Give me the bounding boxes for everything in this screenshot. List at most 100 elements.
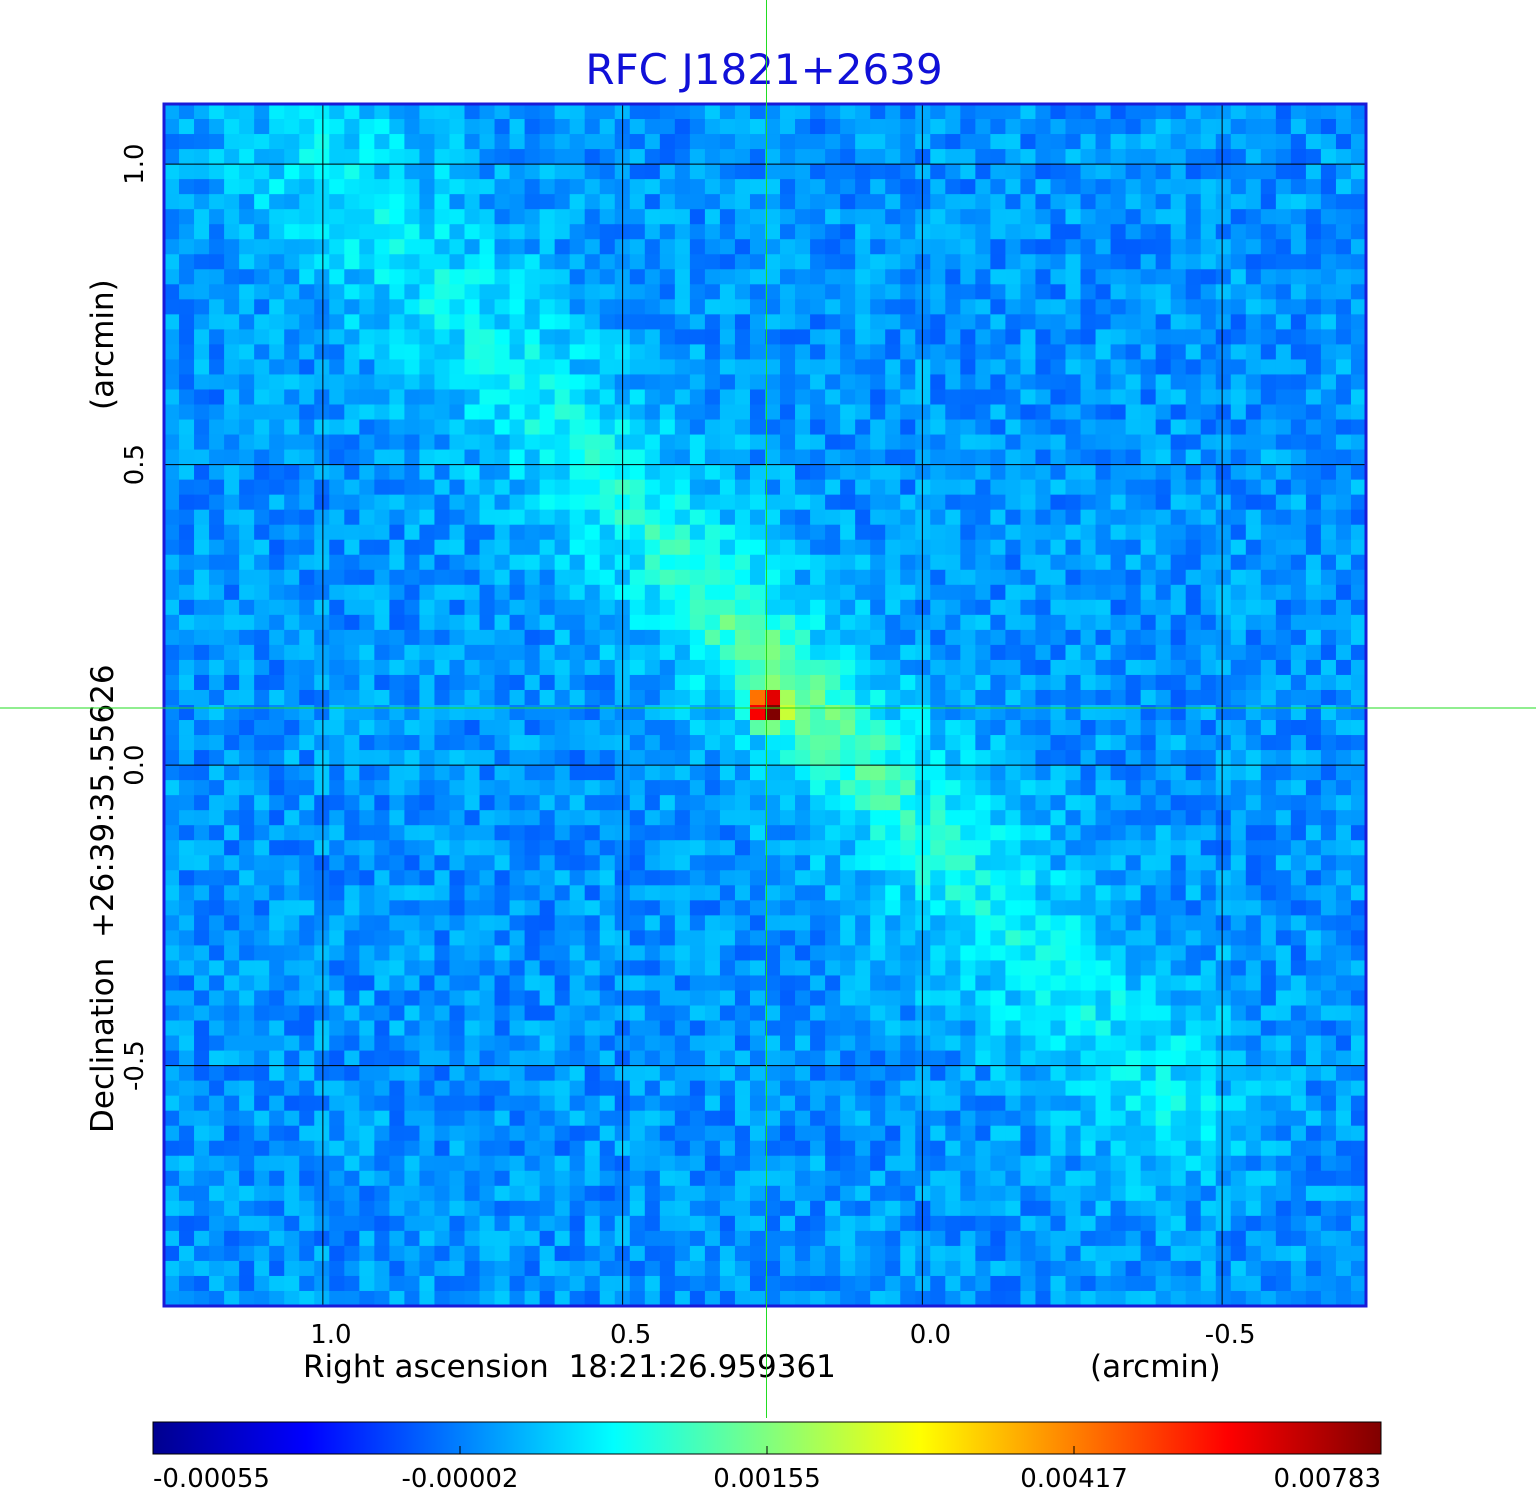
- map-pixel: [494, 179, 510, 195]
- map-pixel: [389, 960, 405, 976]
- map-pixel: [1020, 765, 1036, 781]
- map-pixel: [524, 885, 541, 901]
- map-pixel: [569, 795, 586, 811]
- map-pixel: [825, 900, 841, 916]
- map-pixel: [1290, 689, 1307, 706]
- map-pixel: [569, 1005, 586, 1021]
- map-pixel: [1170, 975, 1187, 991]
- map-pixel: [629, 960, 646, 976]
- map-pixel: [1320, 915, 1337, 931]
- map-pixel: [749, 644, 766, 661]
- map-pixel: [704, 810, 721, 826]
- map-pixel: [840, 780, 856, 796]
- map-pixel: [599, 254, 616, 270]
- map-pixel: [194, 945, 210, 961]
- map-pixel: [269, 870, 285, 886]
- map-pixel: [689, 720, 706, 736]
- map-pixel: [284, 269, 300, 285]
- map-pixel: [900, 584, 916, 601]
- map-pixel: [1110, 434, 1127, 450]
- map-pixel: [674, 960, 691, 976]
- map-pixel: [629, 780, 646, 796]
- map-pixel: [855, 674, 871, 691]
- map-pixel: [674, 149, 691, 165]
- map-pixel: [1275, 524, 1292, 541]
- map-pixel: [569, 329, 586, 345]
- map-pixel: [734, 224, 751, 240]
- map-pixel: [359, 750, 375, 766]
- map-pixel: [1200, 705, 1217, 721]
- map-pixel: [419, 554, 435, 571]
- map-pixel: [990, 885, 1006, 901]
- map-pixel: [194, 765, 210, 781]
- map-pixel: [314, 404, 330, 420]
- map-pixel: [599, 404, 616, 420]
- map-pixel: [1185, 644, 1202, 661]
- map-pixel: [900, 419, 916, 435]
- map-pixel: [1230, 720, 1247, 736]
- map-pixel: [239, 209, 255, 225]
- map-pixel: [1320, 359, 1337, 375]
- map-pixel: [344, 464, 360, 481]
- map-pixel: [1005, 449, 1021, 465]
- map-pixel: [179, 419, 195, 435]
- map-pixel: [299, 825, 315, 841]
- map-pixel: [344, 554, 360, 571]
- map-pixel: [539, 960, 556, 976]
- map-pixel: [629, 494, 646, 511]
- map-pixel: [209, 224, 225, 240]
- map-pixel: [179, 239, 195, 255]
- map-pixel: [1290, 1005, 1307, 1021]
- map-pixel: [344, 810, 360, 826]
- map-pixel: [524, 164, 541, 180]
- map-pixel: [795, 705, 811, 721]
- map-pixel: [539, 194, 556, 210]
- map-pixel: [749, 554, 766, 571]
- map-pixel: [1200, 104, 1217, 120]
- map-pixel: [1140, 389, 1157, 405]
- map-pixel: [765, 644, 781, 661]
- map-pixel: [389, 464, 405, 481]
- map-pixel: [269, 284, 285, 300]
- map-pixel: [795, 795, 811, 811]
- map-pixel: [1350, 780, 1367, 796]
- map-pixel: [359, 194, 375, 210]
- map-pixel: [524, 825, 541, 841]
- map-pixel: [855, 404, 871, 420]
- map-pixel: [194, 840, 210, 856]
- map-pixel: [314, 1020, 330, 1036]
- map-pixel: [930, 254, 946, 270]
- map-pixel: [915, 915, 931, 931]
- map-pixel: [494, 915, 510, 931]
- map-pixel: [1200, 930, 1217, 946]
- map-pixel: [329, 239, 345, 255]
- map-pixel: [434, 629, 450, 646]
- map-pixel: [1110, 930, 1127, 946]
- map-pixel: [1350, 720, 1367, 736]
- map-pixel: [1095, 825, 1111, 841]
- map-pixel: [194, 1005, 210, 1021]
- map-pixel: [644, 449, 661, 465]
- map-pixel: [719, 569, 736, 586]
- map-pixel: [539, 284, 556, 300]
- map-pixel: [825, 539, 841, 556]
- map-pixel: [434, 599, 450, 616]
- map-pixel: [840, 614, 856, 631]
- map-pixel: [734, 569, 751, 586]
- map-pixel: [1065, 930, 1081, 946]
- map-pixel: [749, 720, 766, 736]
- map-pixel: [1095, 389, 1111, 405]
- map-pixel: [795, 479, 811, 496]
- map-pixel: [870, 389, 886, 405]
- map-pixel: [284, 674, 300, 691]
- map-pixel: [1215, 689, 1232, 706]
- map-pixel: [404, 795, 420, 811]
- map-pixel: [1230, 735, 1247, 751]
- map-pixel: [1275, 870, 1292, 886]
- map-pixel: [749, 795, 766, 811]
- map-pixel: [1185, 374, 1202, 390]
- map-pixel: [224, 509, 240, 526]
- map-pixel: [239, 885, 255, 901]
- map-pixel: [164, 795, 180, 811]
- map-pixel: [374, 314, 390, 330]
